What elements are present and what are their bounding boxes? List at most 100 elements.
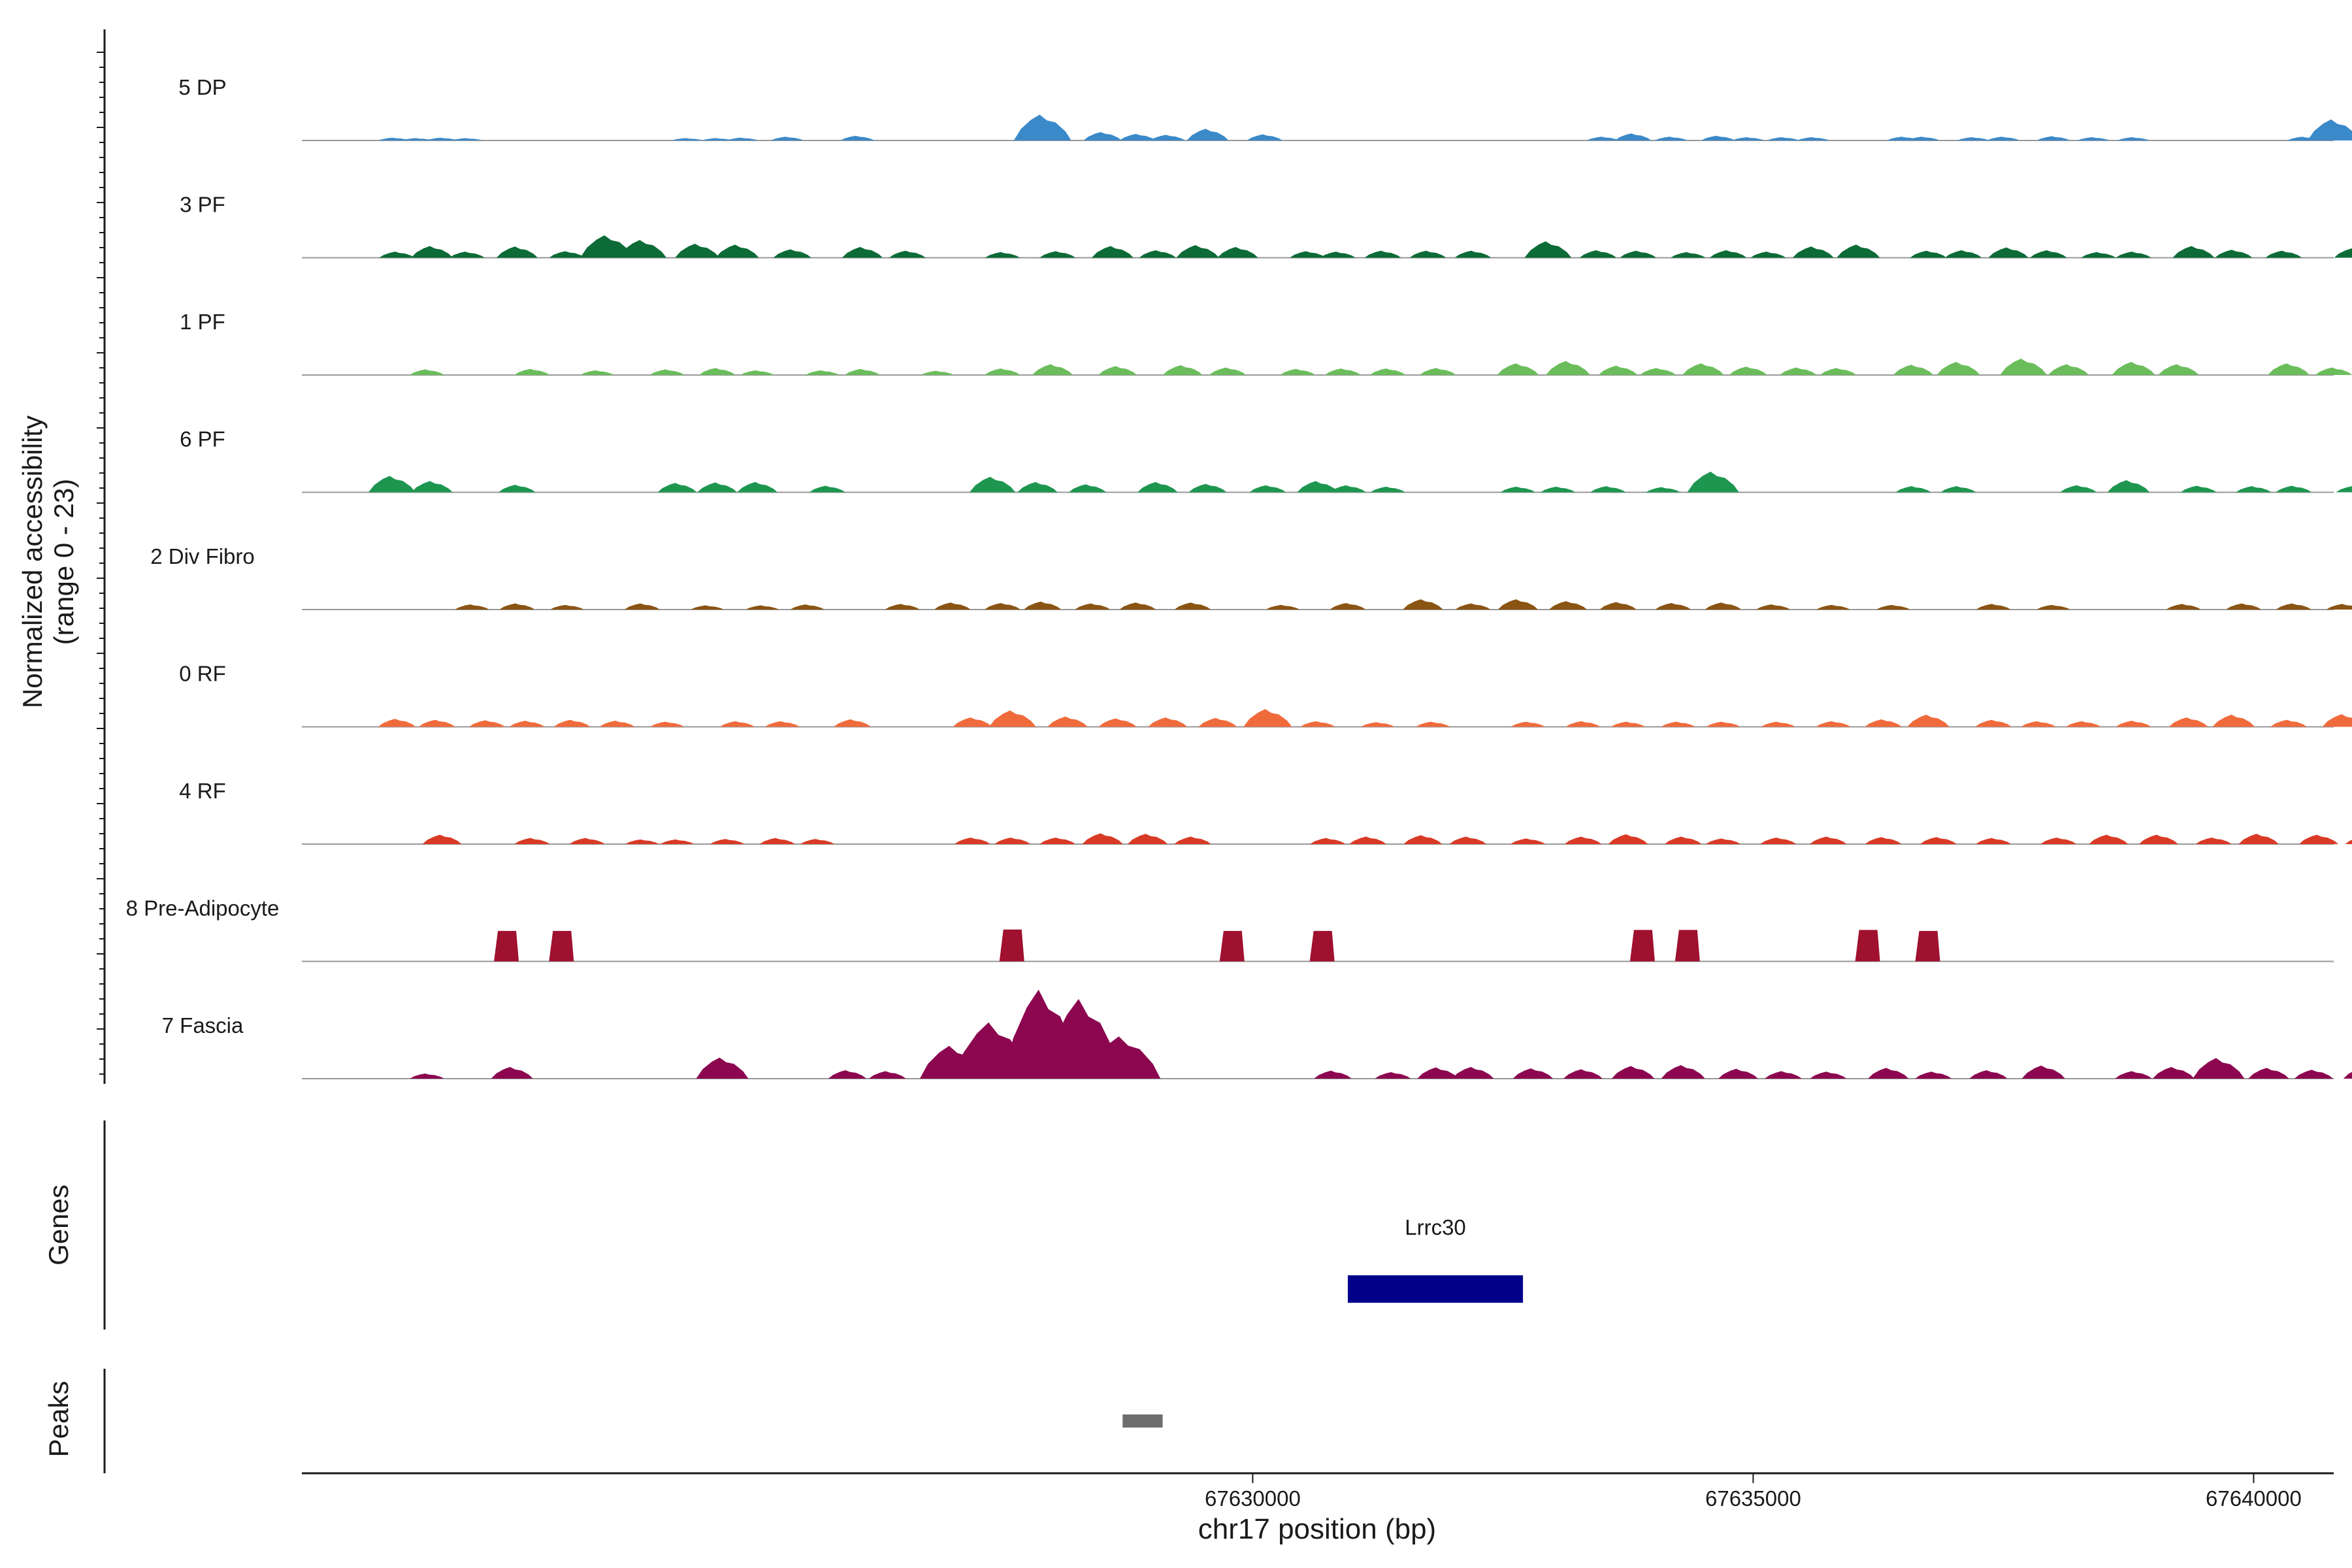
coverage-peak [1761, 721, 1796, 727]
track-6-pf: 6 PF [180, 427, 2352, 493]
coverage-peak [1137, 482, 1178, 493]
coverage-peak [426, 137, 458, 140]
coverage-peak [868, 1071, 906, 1079]
coverage-peak [1655, 602, 1691, 610]
coverage-peak [1047, 716, 1088, 727]
coverage-peak [580, 370, 614, 375]
coverage-peak [2214, 250, 2253, 258]
coverage-peak [2115, 1071, 2152, 1079]
coverage-peak [1620, 250, 1657, 258]
coverage-peak [2326, 604, 2352, 610]
coverage-peak [468, 720, 506, 727]
coverage-peak [509, 721, 545, 727]
coverage-peak [1075, 603, 1111, 610]
coverage-peak [740, 370, 775, 375]
coverage-peak [1586, 137, 1620, 140]
track-0-rf: 0 RF [179, 662, 2352, 728]
coverage-peak [2276, 485, 2312, 493]
coverage-peak [451, 138, 483, 140]
coverage-peak [2060, 485, 2097, 493]
coverage-peak [1068, 484, 1107, 493]
coverage-peak [1417, 1067, 1459, 1079]
track-7-fascia: 7 Fascia [162, 989, 2352, 1079]
coverage-peak [1403, 835, 1443, 844]
coverage-peak [1674, 930, 1700, 962]
coverage-peak [1936, 361, 1980, 375]
coverage-peak [2029, 250, 2067, 258]
coverage-peak [770, 137, 804, 140]
coverage-peak [1209, 367, 1247, 375]
coverage-peak [1217, 247, 1258, 258]
y-axis-range-label: (range 0 - 23) [48, 479, 79, 645]
coverage-peak [549, 604, 584, 610]
coverage-peak [828, 1070, 867, 1079]
coverage-peak [1297, 481, 1339, 493]
track-5-dp: 5 DP [178, 75, 2352, 141]
coverage-peak [1809, 836, 1847, 844]
coverage-peak [2115, 721, 2151, 727]
coverage-peak [599, 721, 635, 727]
coverage-peak [994, 837, 1031, 844]
coverage-peak [514, 838, 550, 844]
coverage-peak [378, 719, 416, 727]
coverage-peak [1415, 721, 1450, 727]
track-8-pre-adipocyte: 8 Pre-Adipocyte [126, 896, 2334, 962]
coverage-peak [499, 603, 535, 610]
coverage-peak [809, 485, 845, 493]
coverage-peak [1906, 137, 1940, 140]
coverage-peak [1598, 365, 1638, 375]
coverage-peak [1329, 485, 1366, 493]
coverage-peak [1497, 363, 1539, 375]
coverage-peak [1188, 483, 1227, 493]
coverage-peak [2172, 246, 2215, 258]
coverage-peak [737, 482, 777, 493]
coverage-peak [1512, 1068, 1554, 1079]
coverage-peak [1454, 250, 1492, 258]
coverage-peak [649, 369, 685, 375]
coverage-peak [999, 929, 1024, 962]
coverage-peak [984, 602, 1021, 610]
coverage-peak [617, 240, 667, 258]
coverage-peak [988, 710, 1036, 727]
coverage-peak [697, 482, 738, 493]
coverage-peak [1266, 604, 1300, 610]
coverage-peak [1370, 486, 1406, 493]
coverage-peak [1510, 838, 1546, 844]
coverage-peak [1186, 129, 1229, 140]
coverage-peak [411, 246, 453, 258]
coverage-peak [496, 246, 538, 258]
coverage-peak [624, 603, 661, 610]
coverage-peak [418, 719, 455, 727]
coverage-peak [1820, 368, 1857, 375]
coverage-peak [1548, 601, 1588, 610]
coverage-peak [1330, 602, 1366, 610]
coverage-peak [2066, 721, 2101, 727]
track-label: 4 RF [179, 779, 226, 803]
coverage-peak [1139, 250, 1177, 258]
coverage-peak [2336, 486, 2352, 493]
coverage-peak [696, 1057, 749, 1079]
coverage-peak [2345, 840, 2352, 844]
coverage-peak [2166, 604, 2201, 610]
coverage-peak [953, 717, 992, 727]
coverage-peak [1705, 838, 1741, 844]
coverage-peak [969, 476, 1016, 493]
track-label: 8 Pre-Adipocyte [126, 896, 280, 921]
coverage-peak [2036, 136, 2070, 140]
coverage-peak [1176, 245, 1219, 258]
coverage-peak [1855, 930, 1880, 962]
coverage-peak [954, 837, 991, 844]
coverage-peak [889, 250, 926, 258]
track-2-div-fibro: 2 Div Fibro [150, 544, 2352, 610]
coverage-peak [368, 476, 416, 493]
coverage-peak [1243, 709, 1292, 727]
coverage-peak [2138, 834, 2178, 844]
coverage-peak [1915, 930, 1940, 962]
track-label: 0 RF [179, 662, 226, 686]
coverage-peak [1975, 838, 2012, 844]
coverage-peak [1579, 250, 1617, 258]
coverage-peak [1039, 837, 1076, 844]
coverage-peak [985, 252, 1021, 258]
coverage-peak [1988, 247, 2029, 258]
